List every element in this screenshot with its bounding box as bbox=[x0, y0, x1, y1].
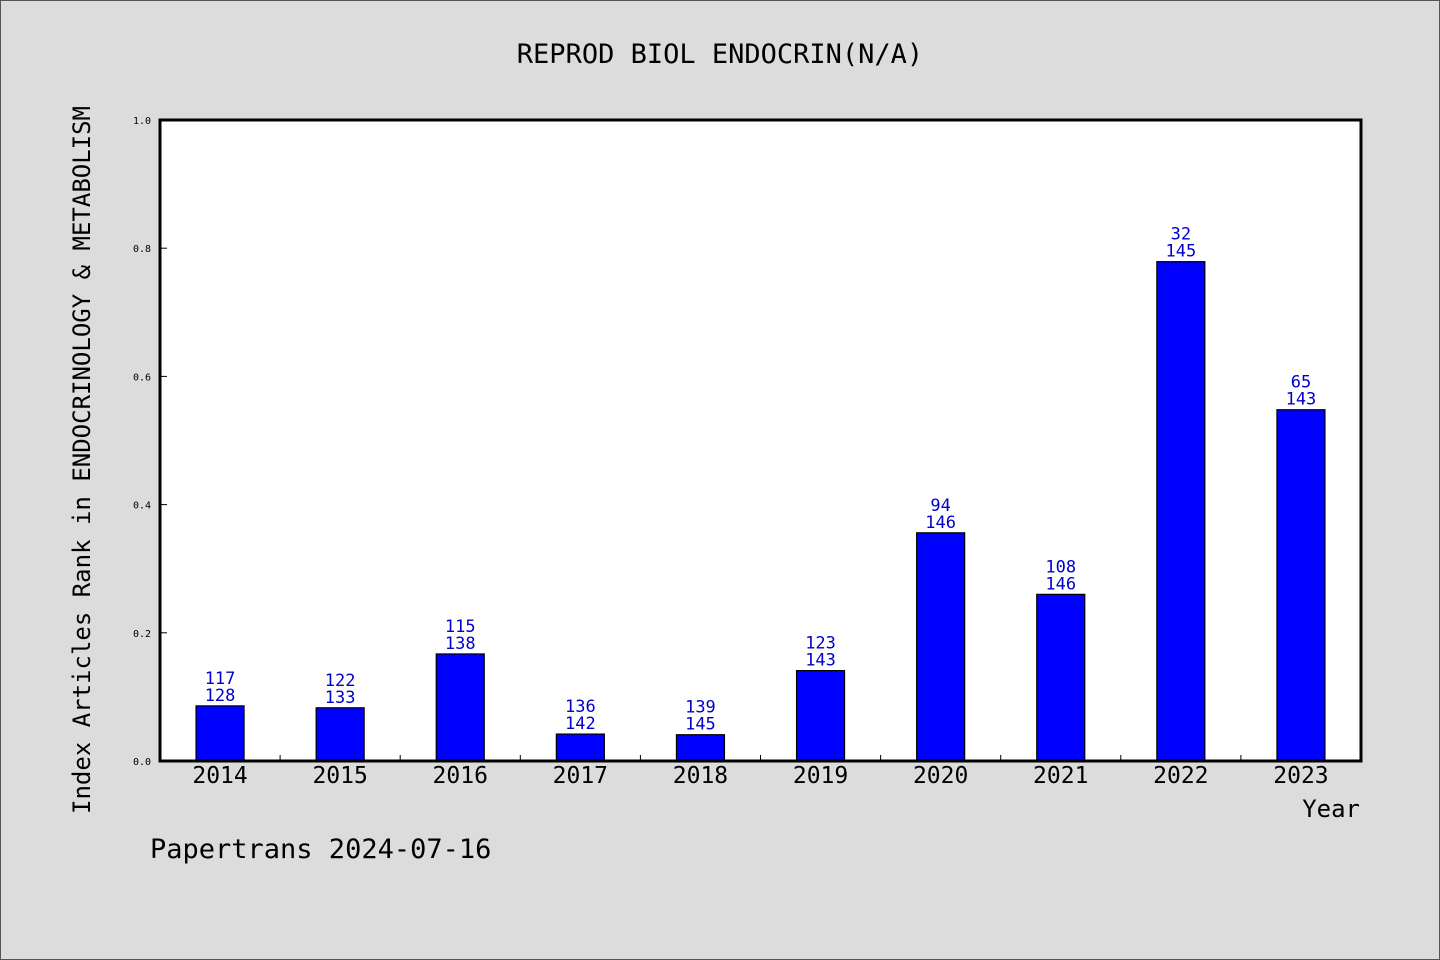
x-tick-label-2018: 2018 bbox=[673, 763, 728, 789]
bar-label-total-2014: 128 bbox=[205, 686, 236, 706]
bar-label-rank-2022: 32 bbox=[1171, 225, 1191, 245]
x-tick-label-2014: 2014 bbox=[192, 763, 247, 789]
bar-2017 bbox=[555, 733, 605, 762]
x-tick-label-2017: 2017 bbox=[553, 763, 608, 789]
x-tick-label-2021: 2021 bbox=[1033, 763, 1088, 789]
bar-label-total-2015: 133 bbox=[325, 688, 356, 708]
bar-label-rank-2016: 115 bbox=[445, 617, 476, 637]
y-tick-label-0.2: 0.2 bbox=[133, 629, 151, 640]
y-tick-label-0.8: 0.8 bbox=[133, 244, 151, 255]
bar-2023 bbox=[1276, 409, 1326, 762]
x-tick-label-2015: 2015 bbox=[312, 763, 367, 789]
bar-label-rank-2019: 123 bbox=[805, 634, 836, 654]
bar-label-rank-2014: 117 bbox=[205, 669, 236, 689]
bar-label-rank-2018: 139 bbox=[685, 698, 716, 718]
bar-2018 bbox=[675, 734, 726, 762]
bar-labels-group: 1171281221331151381361421391451231439414… bbox=[205, 225, 1317, 735]
bar-label-rank-2021: 108 bbox=[1045, 557, 1076, 577]
y-tick-label-1.0: 1.0 bbox=[133, 116, 151, 127]
x-axis-label: Year bbox=[1302, 795, 1360, 823]
bar-label-total-2021: 146 bbox=[1045, 574, 1076, 594]
bar-label-rank-2015: 122 bbox=[325, 671, 356, 691]
x-tick-label-2019: 2019 bbox=[793, 763, 848, 789]
x-tick-label-2016: 2016 bbox=[433, 763, 488, 789]
bar-label-total-2019: 143 bbox=[805, 651, 836, 671]
y-tick-label-0.6: 0.6 bbox=[133, 372, 151, 383]
x-ticks-group: 2014 2015 2016 2017 2018 2019 2020 2021 2022 2023 bbox=[192, 755, 1329, 789]
bar-2014 bbox=[195, 705, 245, 762]
plot-border bbox=[158, 118, 1363, 763]
y-tick-label-0.0: 0.0 bbox=[133, 757, 151, 768]
bar-label-total-2023: 143 bbox=[1286, 390, 1317, 410]
bar-label-rank-2017: 136 bbox=[565, 697, 596, 717]
bar-label-total-2020: 146 bbox=[925, 513, 956, 533]
footer-note: Papertrans 2024-07-16 bbox=[150, 834, 492, 865]
bar-2015 bbox=[315, 707, 365, 762]
bar-2021 bbox=[1036, 593, 1086, 762]
chart-title: REPROD BIOL ENDOCRIN(N/A) bbox=[517, 39, 923, 70]
x-tick-label-2023: 2023 bbox=[1273, 763, 1328, 789]
x-tick-label-2020: 2020 bbox=[913, 763, 968, 789]
bar-2022 bbox=[1156, 261, 1206, 762]
bar-2019 bbox=[795, 670, 846, 762]
bar-label-total-2016: 138 bbox=[445, 634, 476, 654]
y-axis-label: Index Articles Rank in ENDOCRINOLOGY & M… bbox=[68, 106, 96, 814]
bar-label-rank-2023: 65 bbox=[1291, 373, 1311, 393]
bar-2020 bbox=[916, 532, 966, 762]
bar-label-rank-2020: 94 bbox=[930, 496, 950, 516]
y-tick-label-0.4: 0.4 bbox=[133, 501, 151, 512]
bar-2016 bbox=[435, 653, 485, 762]
bar-label-total-2017: 142 bbox=[565, 714, 596, 734]
bar-label-total-2022: 145 bbox=[1165, 242, 1196, 262]
x-tick-label-2022: 2022 bbox=[1153, 763, 1208, 789]
bar-label-total-2018: 145 bbox=[685, 715, 716, 735]
bars-group bbox=[195, 261, 1326, 762]
